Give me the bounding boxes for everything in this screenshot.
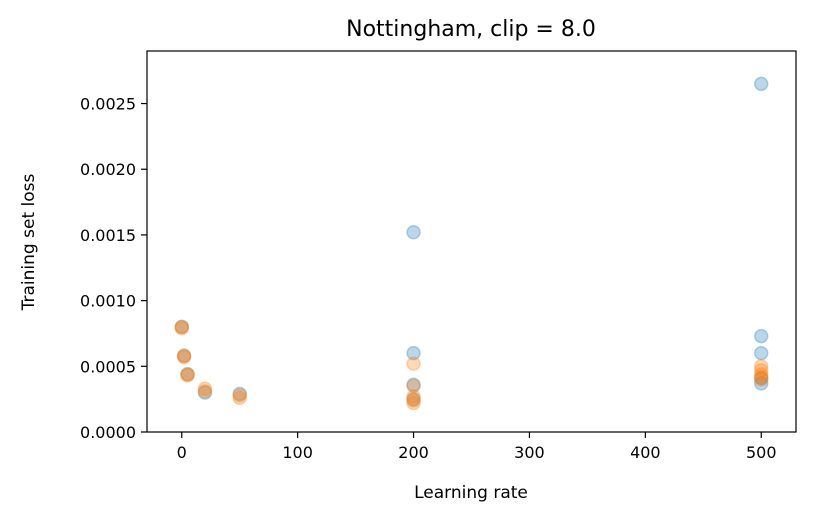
- data-point-series-2: [232, 390, 247, 406]
- data-point-series-2: [406, 356, 421, 371]
- data-point-series-1: [406, 225, 421, 240]
- data-point-series-1: [197, 385, 213, 400]
- y-tick-label: 0.0015: [80, 226, 136, 245]
- y-tick-label: 0.0010: [80, 292, 136, 311]
- data-point-series-2: [753, 369, 769, 385]
- data-point-series-1: [753, 76, 769, 92]
- data-point-series-2: [753, 366, 769, 382]
- data-point-series-2: [176, 348, 192, 364]
- data-point-series-1: [753, 328, 769, 344]
- data-point-series-2: [406, 395, 421, 411]
- points-layer: [174, 76, 769, 411]
- y-axis-ticks: 0.0000 0.0005 0.0010 0.0015 0.0020 0.0025: [80, 95, 147, 442]
- data-point-series-1: [406, 391, 421, 407]
- data-point-series-1: [406, 377, 421, 392]
- plot-frame: [146, 50, 797, 433]
- data-point-series-2: [753, 372, 769, 387]
- data-point-series-2: [406, 393, 421, 408]
- data-point-series-1: [232, 386, 247, 402]
- data-point-series-2: [197, 384, 213, 399]
- x-axis-label: Learning rate: [414, 483, 528, 503]
- x-axis-ticks: 0 100 200 300 400 500: [177, 432, 777, 462]
- y-tick-label: 0.0025: [80, 95, 136, 114]
- data-point-series-1: [753, 345, 769, 361]
- data-point-series-1: [180, 366, 195, 382]
- data-point-series-2: [180, 368, 195, 383]
- data-point-series-2: [753, 359, 769, 374]
- data-point-series-1: [753, 376, 769, 391]
- data-point-series-2: [174, 320, 190, 336]
- x-tick-label: 200: [398, 443, 429, 462]
- data-point-series-2: [197, 381, 213, 396]
- y-tick-label: 0.0020: [80, 160, 136, 179]
- data-point-series-1: [753, 370, 769, 386]
- y-axis-label: Training set loss: [19, 174, 39, 312]
- y-tick-label: 0.0005: [80, 357, 136, 376]
- x-tick-label: 500: [746, 443, 777, 462]
- data-point-series-1: [174, 319, 190, 335]
- x-tick-label: 400: [630, 443, 661, 462]
- data-point-series-2: [176, 349, 192, 365]
- data-point-series-1: [176, 348, 192, 364]
- data-point-series-2: [174, 319, 190, 335]
- data-point-series-2: [406, 378, 421, 394]
- x-tick-label: 300: [514, 443, 545, 462]
- y-tick-label: 0.0000: [80, 423, 136, 442]
- chart-title: Nottingham, clip = 8.0: [346, 17, 596, 42]
- x-tick-label: 100: [282, 443, 313, 462]
- plot-area: 0 100 200 300 400 500 0.0000 0.0005 0.0010 0.001…: [80, 50, 797, 462]
- data-point-series-1: [406, 345, 421, 361]
- data-point-series-2: [753, 363, 769, 378]
- data-point-series-2: [180, 366, 195, 382]
- data-point-series-2: [406, 389, 421, 404]
- x-tick-label: 0: [177, 443, 187, 462]
- data-point-series-2: [232, 387, 247, 403]
